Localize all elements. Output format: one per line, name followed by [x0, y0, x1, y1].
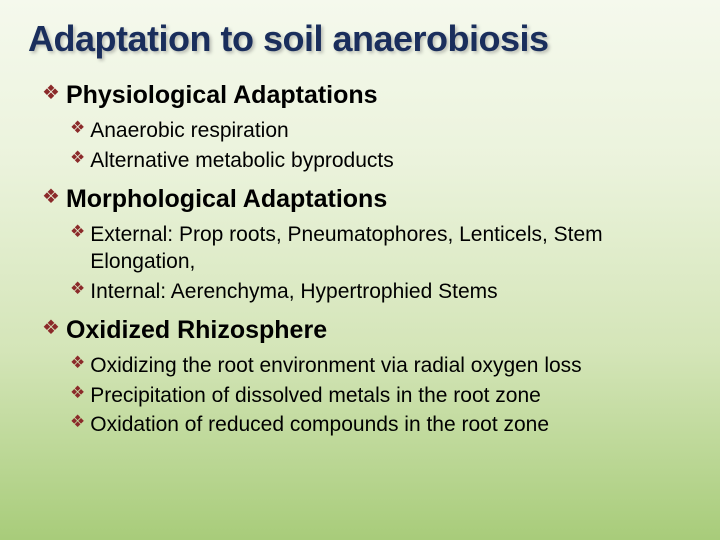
list-item: ❖ Oxidation of reduced compounds in the … — [70, 411, 692, 438]
diamond-bullet-icon: ❖ — [42, 315, 60, 341]
diamond-bullet-icon: ❖ — [70, 278, 85, 301]
diamond-bullet-icon: ❖ — [70, 147, 85, 170]
diamond-bullet-icon: ❖ — [70, 352, 85, 375]
diamond-bullet-icon: ❖ — [70, 221, 85, 244]
section-heading: ❖ Physiological Adaptations — [42, 80, 692, 111]
section-heading-text: Morphological Adaptations — [66, 184, 387, 215]
section-heading: ❖ Morphological Adaptations — [42, 184, 692, 215]
diamond-bullet-icon: ❖ — [42, 184, 60, 210]
list-item-text: Anaerobic respiration — [90, 117, 288, 144]
diamond-bullet-icon: ❖ — [70, 411, 85, 434]
section-heading-text: Oxidized Rhizosphere — [66, 315, 327, 346]
list-item: ❖ Alternative metabolic byproducts — [70, 147, 692, 174]
diamond-bullet-icon: ❖ — [70, 382, 85, 405]
list-item: ❖ Precipitation of dissolved metals in t… — [70, 382, 692, 409]
section-heading-text: Physiological Adaptations — [66, 80, 378, 111]
list-item-text: Internal: Aerenchyma, Hypertrophied Stem… — [90, 278, 497, 305]
list-item-text: External: Prop roots, Pneumatophores, Le… — [90, 221, 692, 276]
list-item-text: Oxidation of reduced compounds in the ro… — [90, 411, 549, 438]
slide-title: Adaptation to soil anaerobiosis — [28, 18, 692, 60]
diamond-bullet-icon: ❖ — [42, 80, 60, 106]
list-item-text: Alternative metabolic byproducts — [90, 147, 394, 174]
list-item: ❖ Internal: Aerenchyma, Hypertrophied St… — [70, 278, 692, 305]
list-item: ❖ External: Prop roots, Pneumatophores, … — [70, 221, 692, 276]
list-item-text: Precipitation of dissolved metals in the… — [90, 382, 541, 409]
section-heading: ❖ Oxidized Rhizosphere — [42, 315, 692, 346]
list-item: ❖ Anaerobic respiration — [70, 117, 692, 144]
list-item-text: Oxidizing the root environment via radia… — [90, 352, 581, 379]
diamond-bullet-icon: ❖ — [70, 117, 85, 140]
list-item: ❖ Oxidizing the root environment via rad… — [70, 352, 692, 379]
